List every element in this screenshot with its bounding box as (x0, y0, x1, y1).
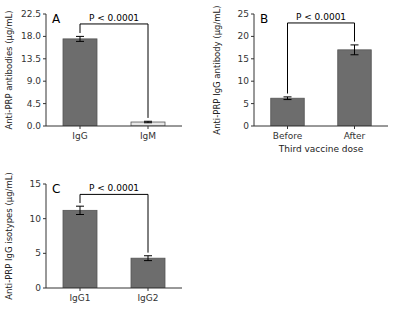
panel-label: B (260, 12, 268, 26)
bar (271, 98, 305, 126)
y-axis (46, 14, 47, 126)
y-tick-label: 25 (238, 9, 249, 19)
y-tick-label: 4.5 (27, 99, 41, 109)
y-tick-label: 10 (30, 214, 42, 224)
error-bar-cap (76, 214, 84, 215)
error-bar-cap (351, 44, 359, 45)
significance-bracket (80, 194, 148, 252)
error-bar-cap (76, 206, 84, 207)
error-bar (144, 121, 152, 122)
error-bar-cap (76, 41, 84, 42)
plot-area (271, 45, 372, 126)
plot-area (63, 206, 165, 288)
x-axis (254, 126, 388, 127)
panel: 0 5 10 15 20 25 Before After Anti-PRP IgG antibo… (212, 5, 388, 154)
y-axis-label: Anti-PRP IgG antibody (μg/mL) (212, 5, 222, 134)
error-bar (351, 45, 359, 55)
error-bar (76, 36, 84, 41)
error-bar-cap (284, 96, 292, 97)
x-axis (46, 288, 182, 289)
error-bar-cap (144, 260, 152, 261)
y-axis (46, 184, 47, 288)
error-bar-stem (354, 45, 355, 55)
y-axis-label: Anti-PRP antibodies (μg/mL) (4, 10, 14, 129)
x-tick (148, 126, 149, 129)
y-tick-label: 15 (30, 179, 41, 189)
y-tick-label: 0.0 (27, 121, 42, 131)
y-tick-label: 5 (243, 99, 249, 109)
bar (63, 210, 97, 288)
bar (131, 122, 165, 126)
y-tick-label: 13.5 (21, 54, 41, 64)
y-tick-label: 15 (238, 54, 249, 64)
x-tick-label: IgG2 (137, 293, 158, 303)
significance-bracket (80, 24, 148, 118)
significance-bracket (288, 23, 355, 94)
panel-label: C (52, 182, 60, 196)
x-tick (148, 288, 149, 291)
x-tick (354, 126, 355, 129)
error-bar-cap (351, 54, 359, 55)
bar (63, 39, 97, 126)
y-tick-label: 10 (238, 76, 250, 86)
y-axis (254, 14, 255, 126)
y-axis-label: Anti-PRP IgG isotypes (μg/mL) (4, 172, 14, 299)
x-axis-label: Third vaccine dose (278, 144, 364, 154)
x-tick (80, 126, 81, 129)
x-tick-label: IgM (140, 131, 156, 141)
error-bar (76, 206, 84, 214)
y-tick-label: 20 (238, 31, 250, 41)
annotation: P < 0.0001 (89, 13, 139, 23)
y-tick-label: 0 (35, 283, 41, 293)
x-tick (80, 288, 81, 291)
y-tick-label: 9.0 (27, 76, 42, 86)
y-tick-label: 5 (35, 248, 41, 258)
error-bar (284, 97, 292, 100)
x-tick-label: After (344, 131, 366, 141)
annotation: P < 0.0001 (296, 12, 346, 22)
error-bar-cap (76, 36, 84, 37)
x-tick-label: Before (273, 131, 303, 141)
error-bar-cap (144, 121, 152, 122)
error-bar-stem (148, 256, 149, 261)
x-tick-label: IgG (72, 131, 87, 141)
error-bar-stem (80, 206, 81, 214)
x-tick (287, 126, 288, 129)
bar (338, 50, 372, 126)
panel: 0 5 10 15 IgG1 IgG2 Anti-PRP IgG isotypes (μg/… (4, 172, 182, 303)
x-axis (46, 126, 182, 127)
plot-area (63, 36, 165, 126)
error-bar-cap (284, 99, 292, 100)
y-tick-label: 22.5 (21, 9, 41, 19)
panel-label: A (52, 12, 61, 26)
y-tick-label: 0 (243, 121, 249, 131)
error-bar-stem (80, 36, 81, 41)
panel: 0.0 4.5 9.0 13.5 18.0 22.5 IgG IgM Anti-PRP anti… (4, 9, 182, 141)
figure: 0.0 4.5 9.0 13.5 18.0 22.5 IgG IgM Anti-PRP anti… (0, 0, 398, 320)
x-tick-label: IgG1 (69, 293, 90, 303)
error-bar-cap (144, 122, 152, 123)
error-bar-cap (144, 255, 152, 256)
annotation: P < 0.0001 (89, 183, 139, 193)
bar (131, 258, 165, 288)
y-tick-label: 18.0 (21, 31, 41, 41)
error-bar (144, 256, 152, 261)
